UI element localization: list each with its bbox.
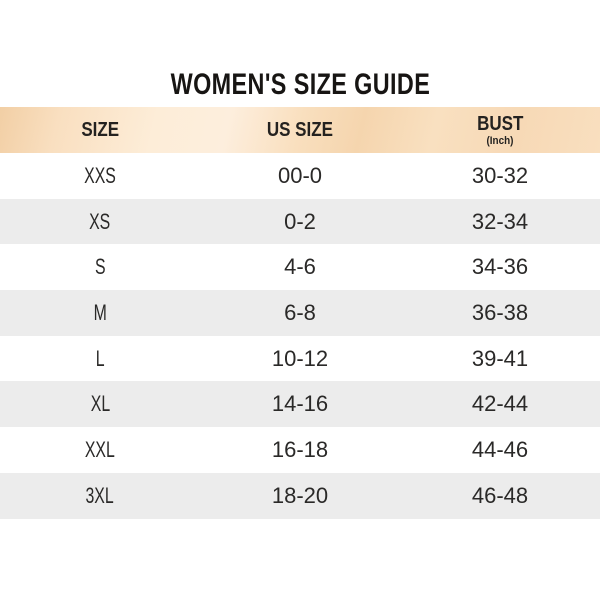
column-header-bust: BUST (Inch) [400, 107, 600, 153]
column-header-bust-label: BUST [476, 112, 524, 135]
bust-value: 39-41 [471, 345, 529, 371]
us-size-cell: 4-6 [200, 244, 400, 290]
us-size-value: 4-6 [284, 254, 316, 280]
us-size-cell: 00-0 [200, 153, 400, 199]
size-value: XL [90, 391, 110, 417]
table-row: XXL 16-18 44-46 [0, 427, 600, 473]
us-size-cell: 10-12 [200, 336, 400, 382]
bust-cell: 34-36 [400, 244, 600, 290]
us-size-cell: 0-2 [200, 199, 400, 245]
table-row: S 4-6 34-36 [0, 244, 600, 291]
bust-cell: 36-38 [400, 290, 600, 336]
table-row: XS 0-2 32-34 [0, 198, 600, 245]
us-size-value: 14-16 [271, 391, 329, 417]
table-row: XL 14-16 42-44 [0, 381, 600, 428]
us-size-value: 0-2 [284, 208, 316, 234]
size-guide-table: SIZE US SIZE BUST (Inch) XXS 00-0 30-32 … [0, 107, 600, 519]
table-row: XXS 00-0 30-32 [0, 153, 600, 199]
us-size-cell: 14-16 [200, 381, 400, 427]
bust-value: 36-38 [471, 299, 529, 325]
size-value: XXL [85, 436, 115, 462]
bust-value: 32-34 [471, 208, 529, 234]
size-value: S [94, 254, 106, 280]
table-header-row: SIZE US SIZE BUST (Inch) [0, 107, 600, 153]
bust-value: 42-44 [471, 391, 529, 417]
size-cell: M [0, 290, 200, 336]
page-title-text: WOMEN'S SIZE GUIDE [170, 68, 430, 101]
column-header-us-size-label: US SIZE [266, 119, 334, 141]
bust-cell: 30-32 [400, 153, 600, 199]
bust-cell: 44-46 [400, 427, 600, 473]
bust-cell: 46-48 [400, 473, 600, 519]
table-row: 3XL 18-20 46-48 [0, 472, 600, 519]
bust-cell: 32-34 [400, 199, 600, 245]
us-size-value: 16-18 [271, 436, 329, 462]
us-size-cell: 6-8 [200, 290, 400, 336]
bust-value: 44-46 [471, 436, 529, 462]
size-cell: XXL [0, 427, 200, 473]
page-title: WOMEN'S SIZE GUIDE [0, 70, 600, 100]
size-value: XS [89, 208, 111, 234]
us-size-value: 00-0 [277, 162, 323, 188]
us-size-value: 10-12 [271, 345, 329, 371]
size-cell: XL [0, 381, 200, 427]
table-row: M 6-8 36-38 [0, 290, 600, 336]
us-size-cell: 18-20 [200, 473, 400, 519]
size-cell: 3XL [0, 473, 200, 519]
column-header-size: SIZE [0, 107, 200, 153]
us-size-cell: 16-18 [200, 427, 400, 473]
bust-value: 46-48 [471, 482, 529, 508]
column-header-us-size: US SIZE [200, 107, 400, 153]
bust-value: 30-32 [471, 162, 529, 188]
bust-cell: 39-41 [400, 336, 600, 382]
size-value: 3XL [85, 482, 115, 508]
size-cell: XXS [0, 153, 200, 199]
size-cell: S [0, 244, 200, 290]
column-header-bust-unit: (Inch) [486, 134, 514, 147]
size-value: L [95, 345, 105, 371]
us-size-value: 18-20 [271, 482, 329, 508]
size-cell: L [0, 336, 200, 382]
size-value: XXS [84, 162, 116, 188]
column-header-size-label: SIZE [81, 119, 119, 141]
bust-value: 34-36 [471, 254, 529, 280]
bust-cell: 42-44 [400, 381, 600, 427]
table-row: L 10-12 39-41 [0, 335, 600, 382]
us-size-value: 6-8 [284, 299, 316, 325]
size-value: M [93, 299, 107, 325]
size-cell: XS [0, 199, 200, 245]
